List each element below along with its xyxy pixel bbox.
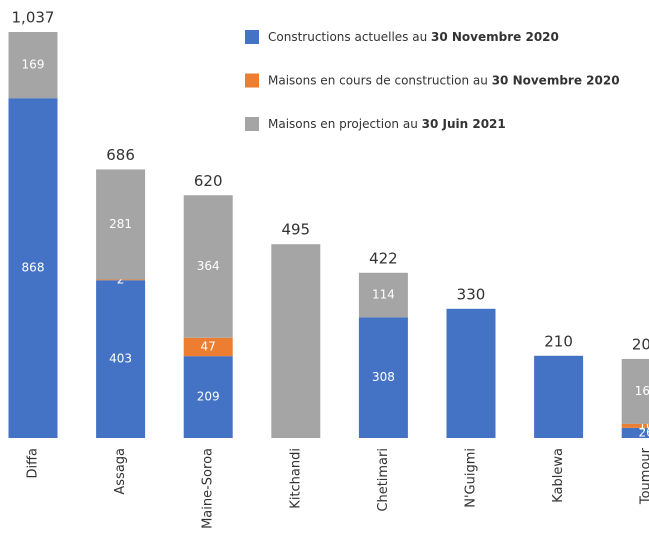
x-tick-label: Assaga bbox=[113, 448, 128, 495]
data-label: 10 bbox=[639, 418, 649, 432]
bar-segment bbox=[183, 195, 233, 338]
total-label: 202 bbox=[632, 335, 649, 353]
legend-label: Maisons en cours de construction au 30 N… bbox=[268, 73, 620, 87]
data-label: 169 bbox=[22, 58, 45, 72]
bar-segment bbox=[96, 169, 146, 280]
data-label: 308 bbox=[372, 370, 395, 384]
bar-segment bbox=[621, 358, 649, 424]
x-tick-label: Diffa bbox=[26, 448, 41, 479]
legend-swatch bbox=[245, 30, 259, 44]
bar-segment bbox=[96, 280, 146, 438]
x-tick-label: Kitchandi bbox=[288, 448, 303, 509]
total-label: 422 bbox=[369, 249, 398, 267]
total-label: 686 bbox=[106, 146, 135, 164]
data-label: 114 bbox=[372, 288, 395, 302]
bar-segment bbox=[446, 308, 496, 438]
bar-segment bbox=[358, 317, 408, 438]
bar-segment bbox=[621, 427, 649, 438]
data-label: 868 bbox=[22, 261, 45, 275]
total-label: 1,037 bbox=[12, 9, 55, 27]
legend-label: Maisons en projection au 30 Juin 2021 bbox=[268, 117, 506, 131]
data-label: 47 bbox=[201, 339, 216, 353]
x-tick-label: Chetimari bbox=[376, 448, 391, 512]
total-label: 495 bbox=[281, 221, 310, 239]
x-tick-label: Maine-Soroa bbox=[201, 448, 216, 529]
data-label: 26 bbox=[639, 425, 649, 439]
data-label: 166 bbox=[635, 384, 649, 398]
bar-segment bbox=[271, 244, 321, 438]
legend-swatch bbox=[245, 73, 259, 88]
bar-segment bbox=[8, 98, 58, 438]
bar-segment bbox=[534, 355, 584, 438]
total-label: 210 bbox=[544, 332, 573, 350]
bar-segment bbox=[96, 279, 146, 281]
legend-swatch bbox=[245, 117, 259, 131]
data-label: 364 bbox=[197, 259, 220, 273]
total-label: 620 bbox=[194, 172, 223, 190]
bar-segment bbox=[183, 356, 233, 438]
data-label: 403 bbox=[109, 352, 132, 366]
data-label: 281 bbox=[109, 217, 132, 231]
total-label: 330 bbox=[457, 285, 486, 303]
x-tick-label: N'Guigmi bbox=[464, 448, 479, 508]
x-tick-label: Toumour bbox=[639, 447, 649, 505]
legend-label: Constructions actuelles au 30 Novembre 2… bbox=[268, 30, 559, 44]
x-tick-label: Kablewa bbox=[551, 448, 566, 503]
bar-segment bbox=[183, 337, 233, 357]
bar-segment bbox=[621, 423, 649, 428]
bar-segment bbox=[358, 272, 408, 318]
data-label: 209 bbox=[197, 390, 220, 404]
bar-segment bbox=[8, 32, 58, 99]
